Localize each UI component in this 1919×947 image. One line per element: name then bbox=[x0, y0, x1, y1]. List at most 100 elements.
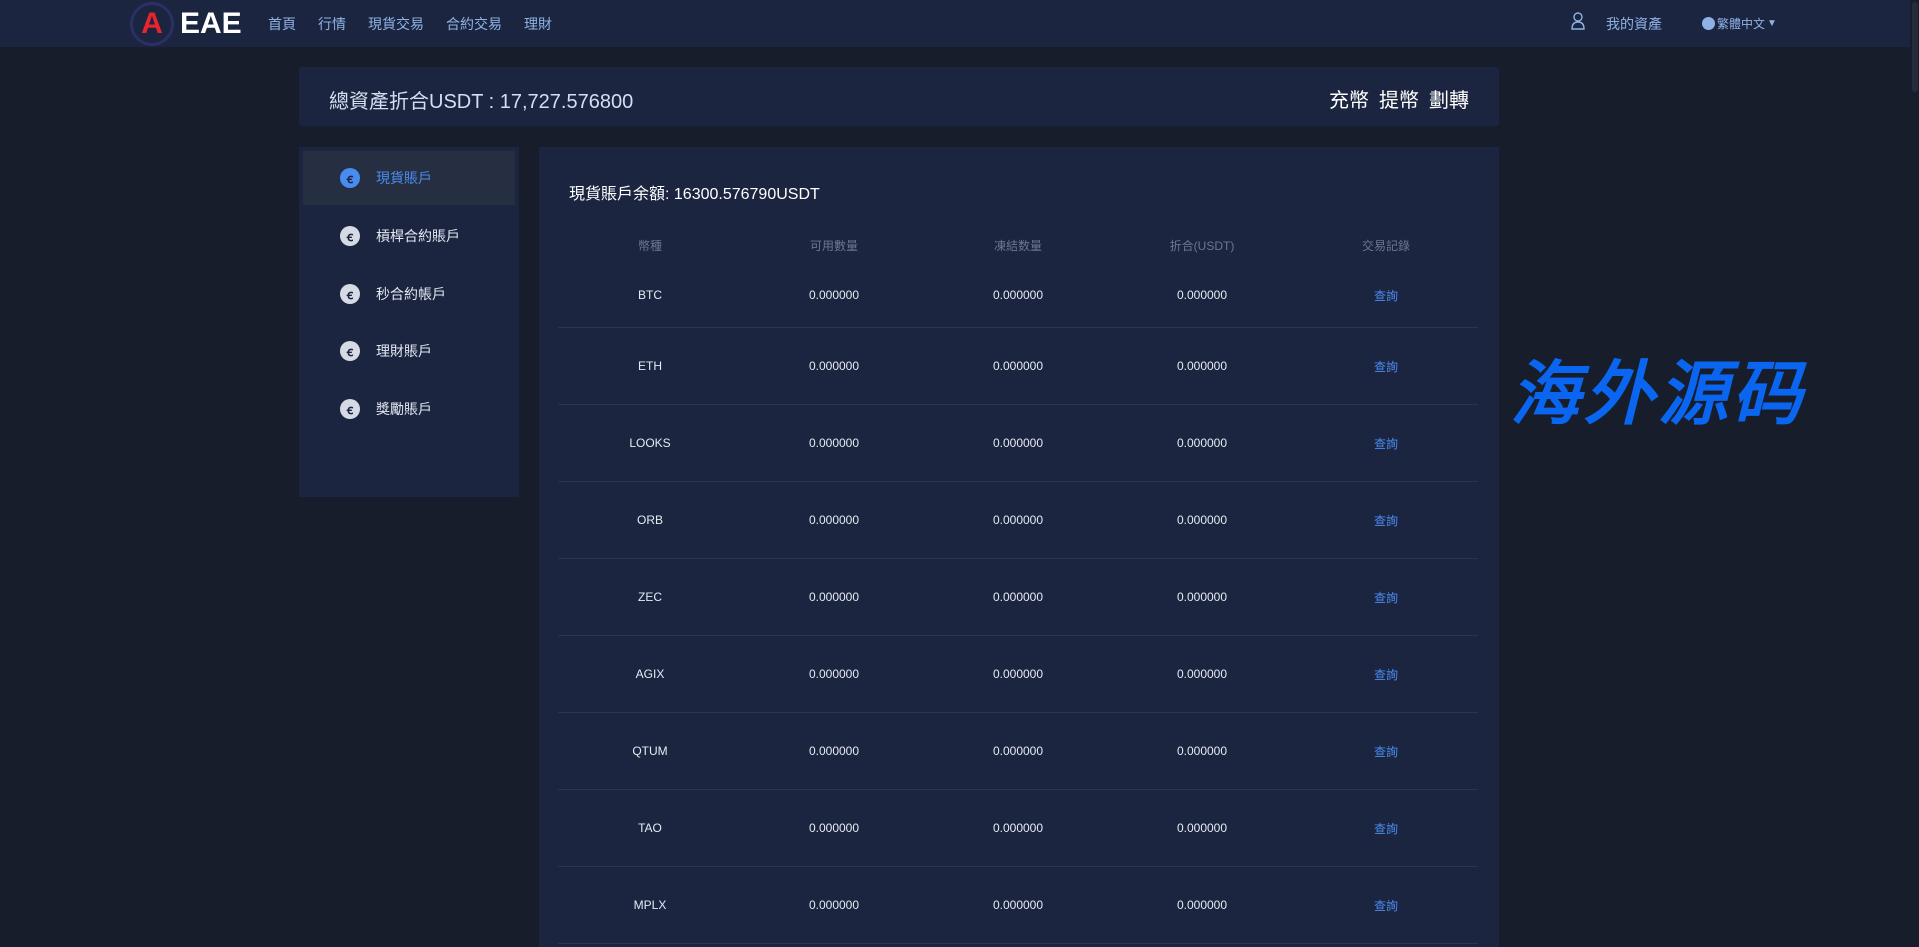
coin-cell: ETH bbox=[638, 359, 662, 373]
sidebar-item-label: 獎勵賬戶 bbox=[376, 401, 432, 417]
frozen-cell: 0.000000 bbox=[992, 288, 1044, 302]
available-cell: 0.000000 bbox=[808, 898, 860, 912]
logo[interactable]: A EAE bbox=[130, 2, 242, 46]
language-label: 繁體中文 bbox=[1717, 17, 1766, 31]
account-sidebar: ꞓ 現貨賬戶 ꞓ 槓桿合約賬戶 ꞓ 秒合約帳戶 ꞓ 理財賬戶 ꞓ 獎勵賬戶 bbox=[299, 147, 519, 497]
frozen-cell: 0.000000 bbox=[992, 590, 1044, 604]
table-row: ORB 0.000000 0.000000 0.000000 查詢 bbox=[558, 482, 1478, 559]
coin-cell: QTUM bbox=[632, 744, 668, 758]
table-row: ZEC 0.000000 0.000000 0.000000 查詢 bbox=[558, 559, 1478, 636]
withdraw-button[interactable]: 提幣 bbox=[1379, 90, 1419, 112]
account-icon: ꞓ bbox=[340, 284, 360, 304]
table-row: LOOKS 0.000000 0.000000 0.000000 查詢 bbox=[558, 405, 1478, 482]
sidebar-item-label: 現貨賬戶 bbox=[376, 170, 432, 186]
available-cell: 0.000000 bbox=[808, 744, 860, 758]
available-cell: 0.000000 bbox=[808, 436, 860, 450]
query-link[interactable]: 查詢 bbox=[1373, 359, 1398, 374]
nav-contract-trade[interactable]: 合約交易 bbox=[446, 16, 502, 32]
query-link[interactable]: 查詢 bbox=[1373, 436, 1398, 451]
sidebar-item-label: 理財賬戶 bbox=[376, 343, 432, 359]
total-assets-bar: 總資產折合USDT : 17,727.576800 充幣 提幣 劃轉 bbox=[299, 67, 1499, 126]
frozen-cell: 0.000000 bbox=[992, 667, 1044, 681]
available-cell: 0.000000 bbox=[808, 359, 860, 373]
coin-cell: AGIX bbox=[635, 667, 665, 681]
account-icon: ꞓ bbox=[340, 399, 360, 419]
nav-market[interactable]: 行情 bbox=[318, 16, 346, 32]
table-row: AGIX 0.000000 0.000000 0.000000 查詢 bbox=[558, 636, 1478, 713]
nav-finance[interactable]: 理財 bbox=[524, 16, 552, 32]
query-link[interactable]: 查詢 bbox=[1373, 898, 1398, 913]
available-cell: 0.000000 bbox=[808, 821, 860, 835]
table-row: TAO 0.000000 0.000000 0.000000 查詢 bbox=[558, 790, 1478, 867]
query-link[interactable]: 查詢 bbox=[1373, 288, 1398, 303]
available-cell: 0.000000 bbox=[808, 667, 860, 681]
usdt-value-cell: 0.000000 bbox=[1176, 359, 1228, 373]
nav-spot-trade[interactable]: 現貨交易 bbox=[368, 16, 424, 32]
query-link[interactable]: 查詢 bbox=[1373, 590, 1398, 605]
column-header: 可用數量 bbox=[809, 238, 858, 253]
sidebar-item-leverage[interactable]: ꞓ 槓桿合約賬戶 bbox=[303, 209, 515, 263]
sidebar-item-second-contract[interactable]: ꞓ 秒合約帳戶 bbox=[303, 267, 515, 321]
deposit-button[interactable]: 充幣 bbox=[1329, 90, 1369, 112]
logo-letter: A bbox=[141, 7, 163, 40]
account-icon: ꞓ bbox=[340, 341, 360, 361]
usdt-value-cell: 0.000000 bbox=[1176, 513, 1228, 527]
frozen-cell: 0.000000 bbox=[992, 821, 1044, 835]
spot-balance: 現貨賬戶余額: 16300.576790USDT bbox=[569, 186, 820, 203]
query-link[interactable]: 查詢 bbox=[1373, 821, 1398, 836]
coin-cell: TAO bbox=[638, 821, 662, 835]
frozen-cell: 0.000000 bbox=[992, 744, 1044, 758]
assets-table: 幣種 可用數量 凍結数量 折合(USDT) 交易記錄 BTC 0.000000 0.… bbox=[558, 227, 1478, 944]
usdt-value-cell: 0.000000 bbox=[1176, 744, 1228, 758]
account-icon: ꞓ bbox=[340, 226, 360, 246]
column-header: 幣種 bbox=[637, 238, 662, 253]
account-icon: ꞓ bbox=[340, 168, 360, 188]
usdt-value-cell: 0.000000 bbox=[1176, 288, 1228, 302]
logo-icon: A bbox=[130, 2, 174, 46]
available-cell: 0.000000 bbox=[808, 590, 860, 604]
language-selector[interactable]: 繁體中文 ▼ bbox=[1702, 15, 1777, 32]
frozen-cell: 0.000000 bbox=[992, 898, 1044, 912]
table-row: BTC 0.000000 0.000000 0.000000 查詢 bbox=[558, 263, 1478, 328]
table-row: QTUM 0.000000 0.000000 0.000000 查詢 bbox=[558, 713, 1478, 790]
table-row: MPLX 0.000000 0.000000 0.000000 查詢 bbox=[558, 867, 1478, 944]
frozen-cell: 0.000000 bbox=[992, 436, 1044, 450]
sidebar-item-label: 槓桿合約賬戶 bbox=[376, 228, 460, 244]
usdt-value-cell: 0.000000 bbox=[1176, 667, 1228, 681]
logo-text: EAE bbox=[180, 7, 242, 40]
usdt-value-cell: 0.000000 bbox=[1176, 898, 1228, 912]
query-link[interactable]: 查詢 bbox=[1373, 744, 1398, 759]
watermark: 海外源码 bbox=[1510, 352, 1806, 435]
column-header: 交易記錄 bbox=[1361, 238, 1410, 253]
total-assets: 總資產折合USDT : 17,727.576800 bbox=[329, 91, 634, 113]
sidebar-item-label: 秒合約帳戶 bbox=[376, 286, 446, 302]
available-cell: 0.000000 bbox=[808, 513, 860, 527]
globe-icon bbox=[1702, 17, 1715, 30]
table-header: 幣種 可用數量 凍結数量 折合(USDT) 交易記錄 bbox=[558, 227, 1478, 263]
transfer-button[interactable]: 劃轉 bbox=[1429, 90, 1469, 112]
table-row: ETH 0.000000 0.000000 0.000000 查詢 bbox=[558, 328, 1478, 405]
my-assets-link[interactable]: 我的資產 bbox=[1606, 16, 1662, 32]
sidebar-item-spot[interactable]: ꞓ 現貨賬戶 bbox=[303, 151, 515, 205]
query-link[interactable]: 查詢 bbox=[1373, 513, 1398, 528]
usdt-value-cell: 0.000000 bbox=[1176, 436, 1228, 450]
sidebar-item-finance[interactable]: ꞓ 理財賬戶 bbox=[303, 324, 515, 378]
column-header: 折合(USDT) bbox=[1169, 238, 1235, 253]
available-cell: 0.000000 bbox=[808, 288, 860, 302]
coin-cell: LOOKS bbox=[629, 436, 671, 450]
frozen-cell: 0.000000 bbox=[992, 513, 1044, 527]
user-icon[interactable] bbox=[1571, 12, 1585, 33]
column-header: 凍結数量 bbox=[993, 238, 1042, 253]
scrollbar[interactable] bbox=[1910, 0, 1919, 926]
sidebar-item-reward[interactable]: ꞓ 獎勵賬戶 bbox=[303, 382, 515, 436]
scrollbar-thumb[interactable] bbox=[1912, 2, 1918, 92]
spot-account-panel: 現貨賬戶余額: 16300.576790USDT 幣種 可用數量 凍結数量 折合… bbox=[539, 147, 1499, 947]
table-body: BTC 0.000000 0.000000 0.000000 查詢 ETH 0.000000… bbox=[558, 263, 1478, 944]
frozen-cell: 0.000000 bbox=[992, 359, 1044, 373]
query-link[interactable]: 查詢 bbox=[1373, 667, 1398, 682]
caret-down-icon: ▼ bbox=[1767, 18, 1777, 29]
coin-cell: ORB bbox=[636, 513, 663, 527]
coin-cell: MPLX bbox=[633, 898, 667, 912]
nav-home[interactable]: 首頁 bbox=[268, 16, 296, 32]
coin-cell: BTC bbox=[638, 288, 662, 302]
